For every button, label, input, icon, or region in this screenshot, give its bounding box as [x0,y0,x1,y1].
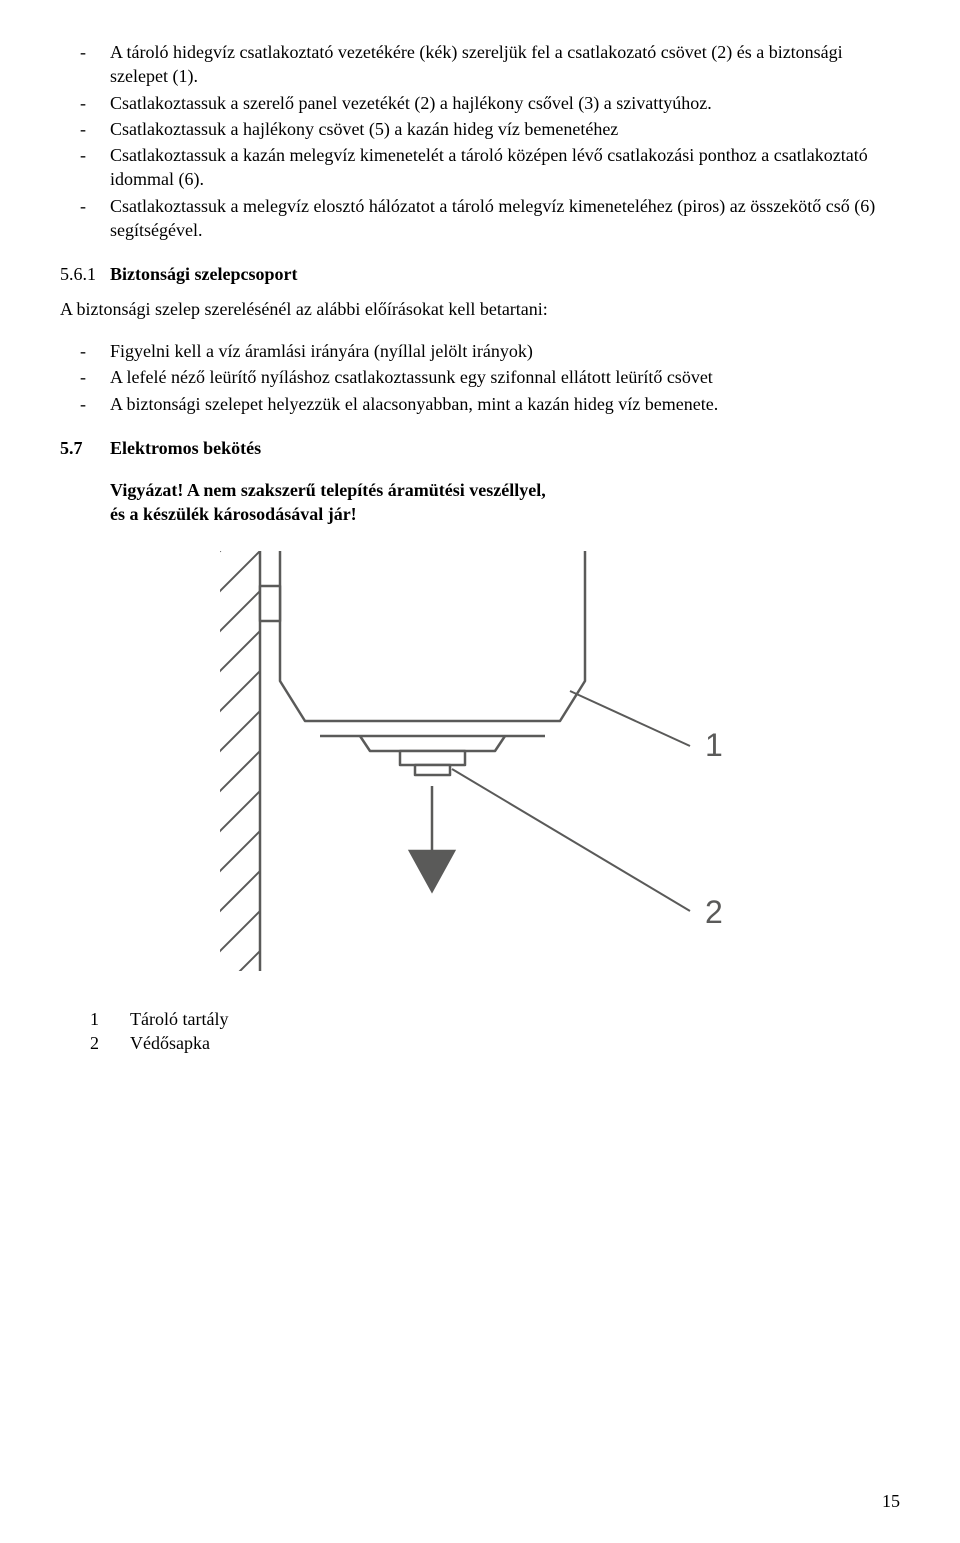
instruction-list-1: A tároló hidegvíz csatlakoztató vezetéké… [60,40,900,242]
subsection-title: Biztonsági szelepcsoport [110,264,297,284]
legend-number: 1 [90,1007,130,1031]
legend-text: Tároló tartály [130,1007,228,1031]
section-number: 5.7 [60,436,110,460]
tank-diagram-icon: 1 2 [220,551,740,971]
subsection-number: 5.6.1 [60,262,110,286]
section-heading: 5.7Elektromos bekötés [60,436,900,460]
list-item: A lefelé néző leürítő nyíláshoz csatlako… [110,365,900,389]
list-item: Csatlakoztassuk a kazán melegvíz kimenet… [110,143,900,192]
diagram-label-2: 2 [705,894,723,930]
figure-legend: 1 Tároló tartály 2 Védősapka [90,1007,900,1056]
list-item: A tároló hidegvíz csatlakoztató vezetéké… [110,40,900,89]
warning-text: Vigyázat! A nem szakszerű telepítés áram… [110,478,900,527]
instruction-list-2: Figyelni kell a víz áramlási irányára (n… [60,339,900,416]
diagram-label-1: 1 [705,727,723,763]
list-item: Figyelni kell a víz áramlási irányára (n… [110,339,900,363]
list-item: Csatlakoztassuk a melegvíz elosztó hálóz… [110,194,900,243]
list-item: Csatlakoztassuk a szerelő panel vezetéké… [110,91,900,115]
section-title: Elektromos bekötés [110,438,261,458]
warning-line: és a készülék károsodásával jár! [110,502,900,526]
legend-row: 1 Tároló tartály [90,1007,900,1031]
subsection-intro: A biztonsági szelep szerelésénél az aláb… [60,297,900,321]
list-item: A biztonsági szelepet helyezzük el alacs… [110,392,900,416]
page-number: 15 [882,1489,900,1513]
subsection-heading: 5.6.1Biztonsági szelepcsoport [60,262,900,286]
list-item: Csatlakoztassuk a hajlékony csövet (5) a… [110,117,900,141]
legend-text: Védősapka [130,1031,210,1055]
legend-row: 2 Védősapka [90,1031,900,1055]
legend-number: 2 [90,1031,130,1055]
warning-line: Vigyázat! A nem szakszerű telepítés áram… [110,478,900,502]
diagram-figure: 1 2 [60,551,900,977]
